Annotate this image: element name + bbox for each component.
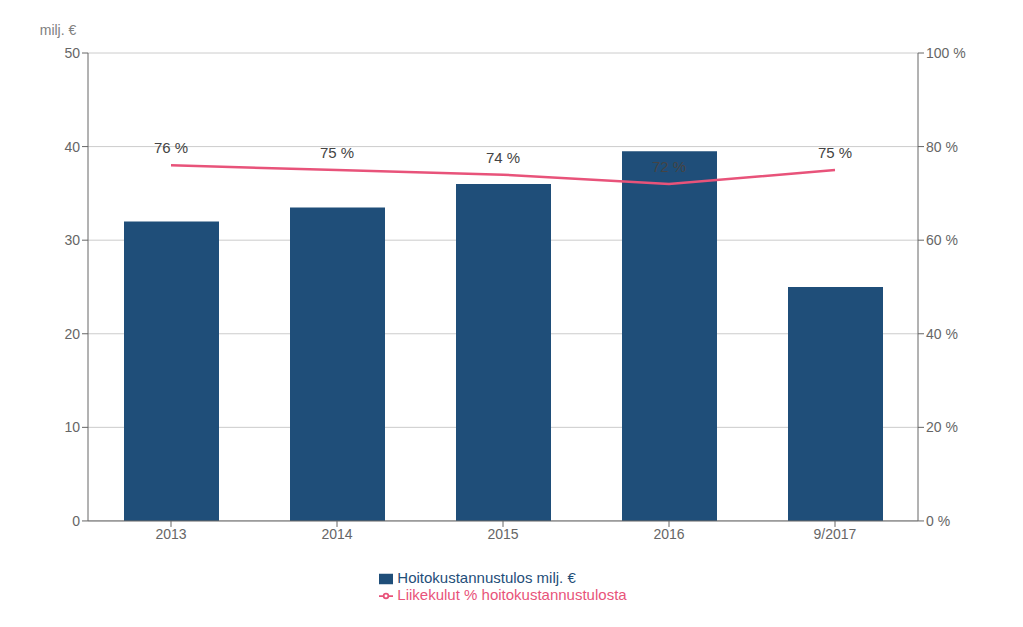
svg-text:76 %: 76 % (154, 139, 188, 156)
svg-text:75 %: 75 % (818, 144, 852, 161)
svg-text:40: 40 (64, 139, 80, 155)
svg-text:0: 0 (72, 513, 80, 529)
svg-text:10: 10 (64, 419, 80, 435)
svg-text:2014: 2014 (321, 526, 352, 542)
html-text:Liikekulut % hoitokustannustul: Liikekulut % hoitokustannustulosta (397, 586, 627, 603)
svg-text:100 %: 100 % (926, 45, 966, 61)
svg-text:50: 50 (64, 45, 80, 61)
svg-text:40 %: 40 % (926, 326, 958, 342)
svg-text:75 %: 75 % (320, 144, 354, 161)
html-text:Hoitokustannustulos milj. €: Hoitokustannustulos milj. € (397, 568, 576, 586)
svg-text:2013: 2013 (155, 526, 186, 542)
svg-text:80 %: 80 % (926, 139, 958, 155)
svg-text:60 %: 60 % (926, 232, 958, 248)
svg-text:20: 20 (64, 326, 80, 342)
svg-text:72 %: 72 % (652, 158, 686, 175)
svg-text:2015: 2015 (487, 526, 518, 542)
svg-text:milj. €: milj. € (40, 22, 77, 38)
svg-text:74 %: 74 % (486, 149, 520, 166)
svg-text:20 %: 20 % (926, 419, 958, 435)
svg-text:0 %: 0 % (926, 513, 950, 529)
svg-text:30: 30 (64, 232, 80, 248)
svg-text:9/2017: 9/2017 (814, 526, 857, 542)
svg-text:2016: 2016 (653, 526, 684, 542)
